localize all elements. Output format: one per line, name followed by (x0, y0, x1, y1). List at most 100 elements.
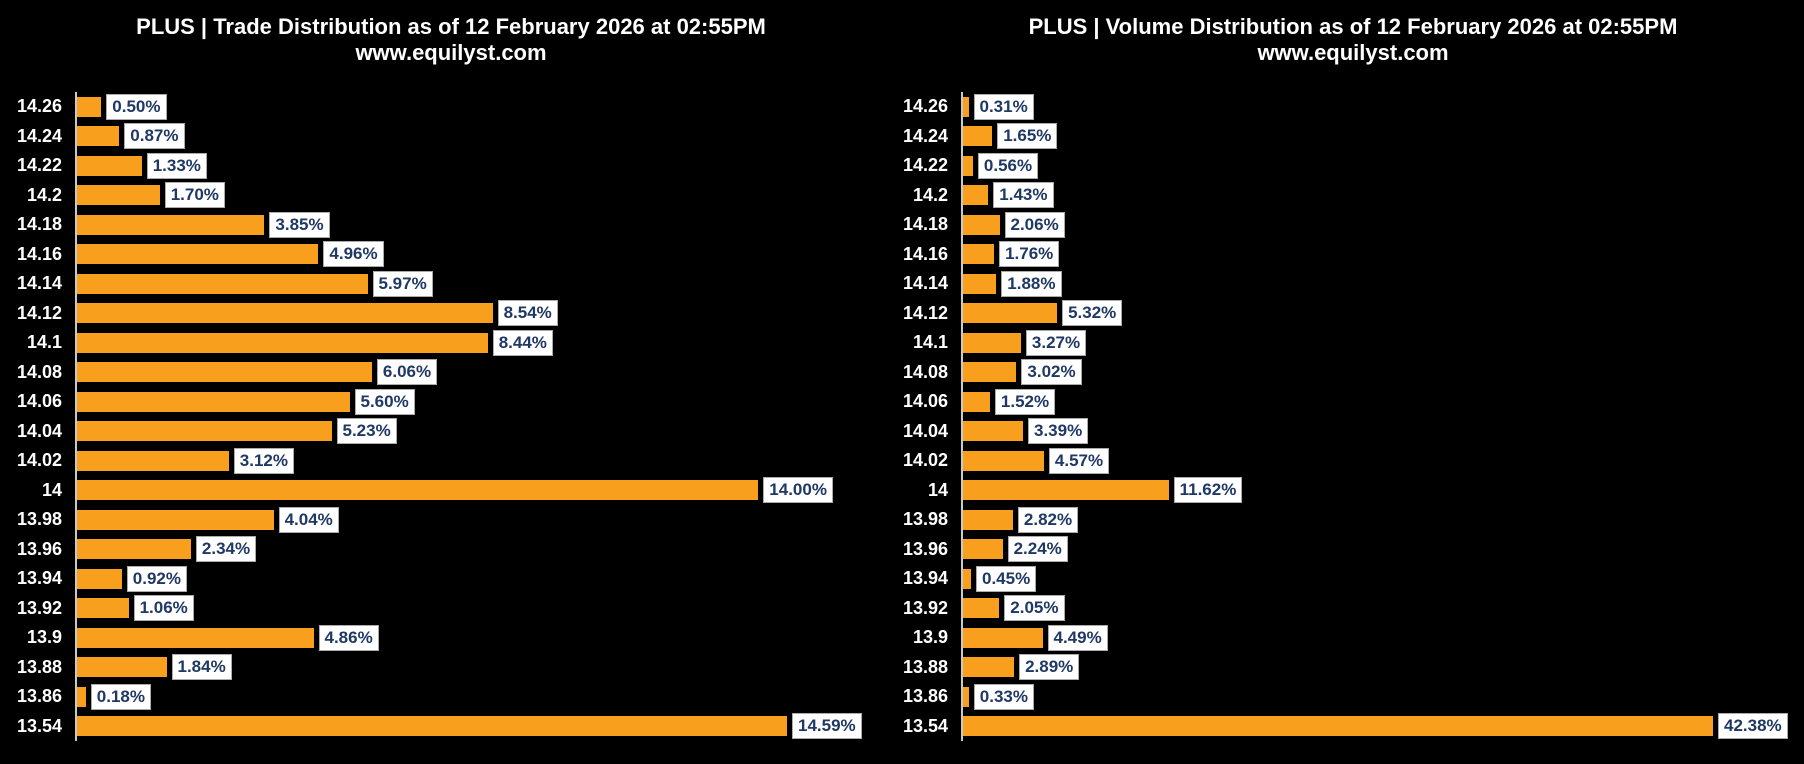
bar-row: 14.02 4.57% (902, 446, 1804, 476)
bar-area: 0.50% (75, 92, 902, 122)
value-label: 2.24% (1007, 536, 1068, 563)
y-axis-label: 14.12 (16, 302, 62, 323)
bar-row: 13.96 2.34% (0, 534, 902, 564)
value-label: 0.33% (973, 683, 1034, 710)
bar (963, 539, 1003, 560)
bar-area: 2.24% (961, 534, 1804, 564)
bar-area: 0.92% (75, 564, 902, 594)
bar-area: 11.62% (961, 475, 1804, 505)
y-axis-label: 14.12 (902, 302, 948, 323)
value-label: 5.60% (354, 388, 415, 415)
value-label: 2.05% (1004, 595, 1065, 622)
bar-row: 14.08 6.06% (0, 357, 902, 387)
bar (77, 332, 488, 353)
y-axis-label: 14.22 (16, 155, 62, 176)
bar (963, 303, 1058, 324)
value-label: 0.50% (106, 93, 167, 120)
bar-row: 14.18 2.06% (902, 210, 1804, 240)
value-label: 0.45% (976, 565, 1037, 592)
bar-row: 14.22 1.33% (0, 151, 902, 181)
bar (77, 126, 120, 147)
bar (77, 214, 265, 235)
y-axis-label: 13.9 (912, 627, 948, 648)
bar (77, 273, 368, 294)
bar-row: 14.26 0.50% (0, 92, 902, 122)
bar (77, 627, 314, 648)
bar (963, 627, 1043, 648)
bar-row: 14.14 1.88% (902, 269, 1804, 299)
y-axis-label: 14 (927, 479, 948, 500)
bar (77, 303, 493, 324)
value-label: 4.86% (318, 624, 379, 651)
bar (77, 362, 372, 383)
bar-row: 13.86 0.33% (902, 682, 1804, 712)
y-axis-label: 14.02 (902, 450, 948, 471)
value-label: 8.54% (497, 300, 558, 327)
value-label: 11.62% (1173, 477, 1243, 504)
bar (77, 450, 229, 471)
bar-area: 8.54% (75, 298, 902, 328)
y-axis-label: 14.08 (902, 361, 948, 382)
value-label: 1.88% (1001, 270, 1062, 297)
bar-area: 8.44% (75, 328, 902, 358)
bar (77, 716, 787, 737)
value-label: 1.33% (146, 152, 207, 179)
bar (963, 96, 969, 117)
y-axis-label: 14.04 (16, 420, 62, 441)
y-axis-label: 14.16 (16, 243, 62, 264)
bar-area: 1.84% (75, 652, 902, 682)
y-axis-label: 13.98 (16, 509, 62, 530)
value-label: 1.84% (171, 654, 232, 681)
value-label: 2.89% (1019, 654, 1080, 681)
value-label: 3.12% (233, 447, 294, 474)
bar (963, 421, 1023, 442)
y-axis-label: 14.2 (26, 184, 62, 205)
bar (77, 244, 319, 265)
value-label: 14.59% (792, 713, 862, 740)
y-axis-label: 14.18 (902, 214, 948, 235)
bar-row: 14.2 1.43% (902, 180, 1804, 210)
value-label: 2.06% (1004, 211, 1065, 238)
value-label: 1.06% (133, 595, 194, 622)
y-axis-label: 14.06 (16, 391, 62, 412)
bar-area: 3.12% (75, 446, 902, 476)
bar (963, 598, 1000, 619)
bar-row: 14.18 3.85% (0, 210, 902, 240)
bar-row: 13.98 2.82% (902, 505, 1804, 535)
bar-area: 1.33% (75, 151, 902, 181)
volume-distribution-chart: PLUS | Volume Distribution as of 12 Febr… (902, 0, 1804, 764)
value-label: 0.87% (124, 123, 185, 150)
bar (963, 126, 993, 147)
bar-row: 14.16 1.76% (902, 239, 1804, 269)
y-axis-label: 13.92 (902, 597, 948, 618)
bar-area: 0.18% (75, 682, 902, 712)
value-label: 0.18% (90, 683, 151, 710)
bar-area: 5.60% (75, 387, 902, 417)
value-label: 6.06% (376, 359, 438, 386)
value-label: 5.97% (372, 270, 433, 297)
bar-row: 14.14 5.97% (0, 269, 902, 299)
bar (963, 450, 1044, 471)
trade-plot-area: 14.26 0.50% 14.24 0.87% 14.22 1.33% 14.2 1.70% 1… (0, 92, 902, 741)
bar-row: 14.04 5.23% (0, 416, 902, 446)
bar (963, 244, 995, 265)
bar-row: 14.06 1.52% (902, 387, 1804, 417)
bar (77, 391, 350, 412)
value-label: 4.04% (278, 506, 339, 533)
bar-area: 3.85% (75, 210, 902, 240)
bar-area: 4.57% (961, 446, 1804, 476)
y-axis-label: 14.08 (16, 361, 62, 382)
bar (963, 509, 1013, 530)
bar-row: 13.88 2.89% (902, 652, 1804, 682)
y-axis-label: 14.16 (902, 243, 948, 264)
bar-area: 5.97% (75, 269, 902, 299)
bar-area: 14.59% (75, 711, 902, 741)
bar (77, 155, 142, 176)
bar-area: 3.39% (961, 416, 1804, 446)
bar-row: 14.02 3.12% (0, 446, 902, 476)
bar-area: 14.00% (75, 475, 902, 505)
bar (963, 686, 969, 707)
y-axis-label: 13.96 (902, 538, 948, 559)
value-label: 8.44% (492, 329, 553, 356)
